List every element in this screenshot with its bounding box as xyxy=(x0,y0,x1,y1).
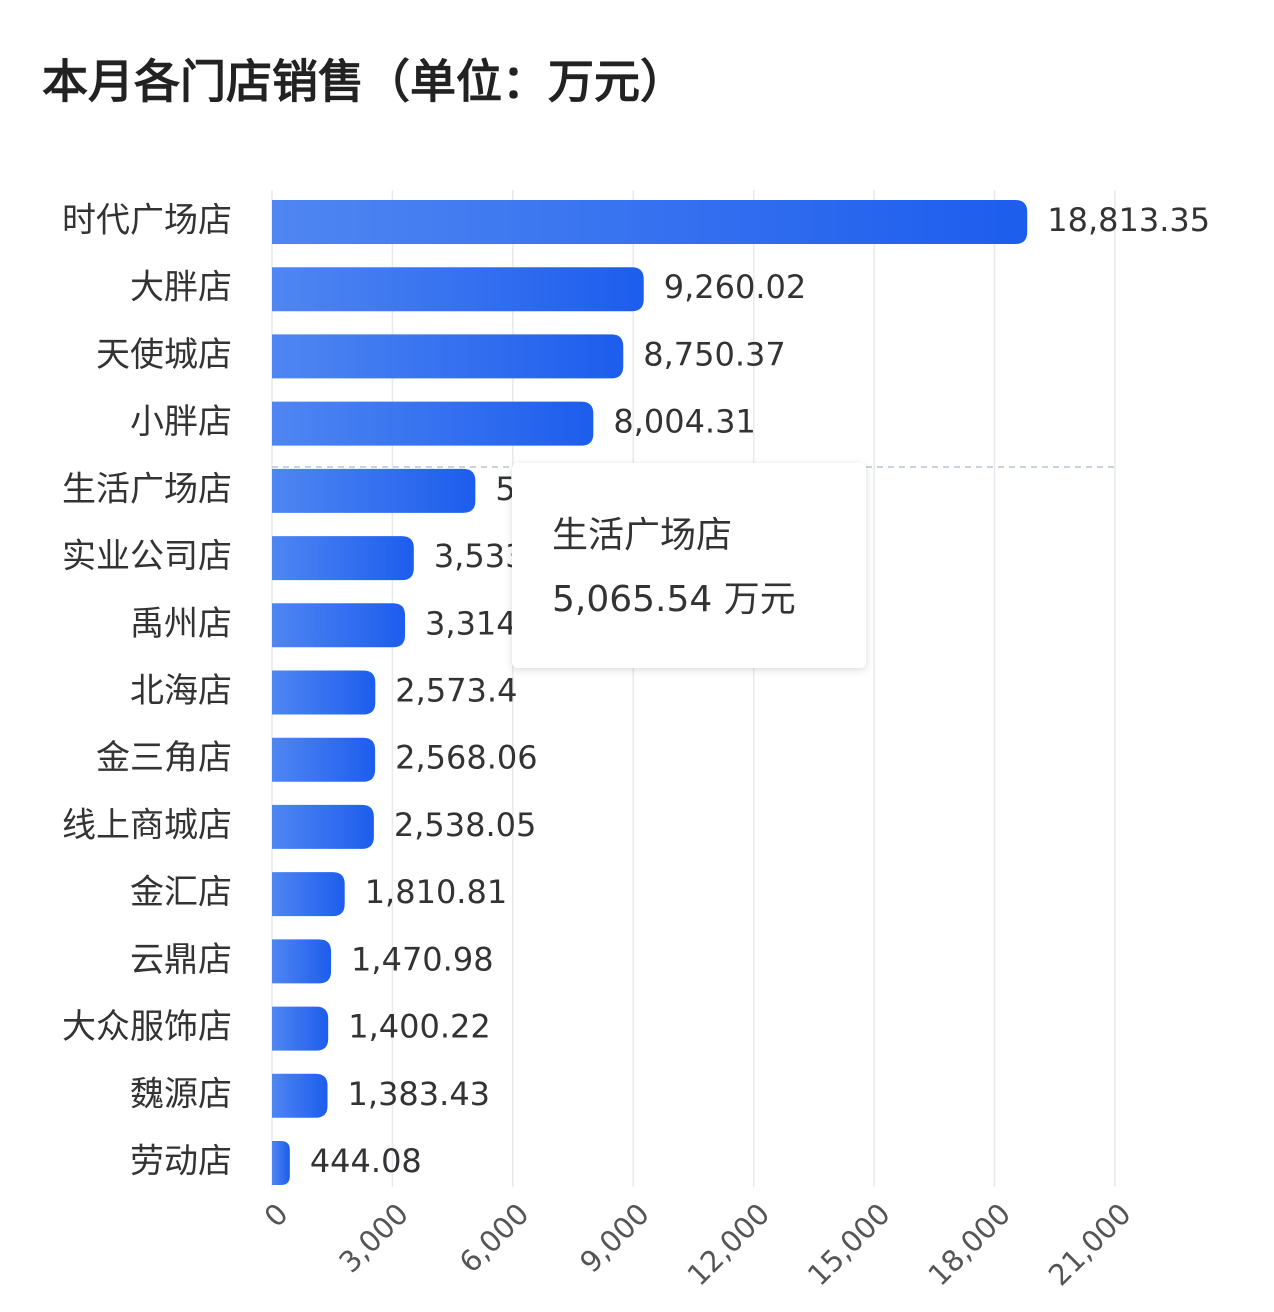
y-tick-label: 劳动店 xyxy=(130,1142,232,1182)
y-tick-label: 时代广场店 xyxy=(62,201,232,241)
y-tick-label: 大众服饰店 xyxy=(62,1007,232,1047)
y-tick-label: 天使城店 xyxy=(96,335,232,375)
bar xyxy=(272,267,644,312)
data-label: 2,568.06 xyxy=(395,739,537,777)
data-label: 1,470.98 xyxy=(351,940,494,978)
x-tick-label: 12,000 xyxy=(681,1197,777,1293)
x-tick-label: 3,000 xyxy=(332,1197,415,1280)
y-tick-label: 金三角店 xyxy=(96,738,232,778)
bar xyxy=(272,872,345,917)
data-label: 1,400.22 xyxy=(348,1008,491,1046)
bar xyxy=(272,939,332,984)
chart-title: 本月各门店销售（单位：万元） xyxy=(42,55,686,109)
y-tick-label: 魏源店 xyxy=(130,1074,232,1114)
bar xyxy=(272,603,406,648)
data-label: 1,383.43 xyxy=(348,1075,491,1113)
y-tick-label: 云鼎店 xyxy=(130,940,232,980)
data-label: 2,573.4 xyxy=(395,672,517,710)
data-label: 8,750.37 xyxy=(643,335,786,373)
x-tick-label: 0 xyxy=(258,1197,295,1234)
x-tick-label: 21,000 xyxy=(1042,1197,1138,1293)
y-tick-label: 北海店 xyxy=(130,671,232,711)
data-label: 3,314 xyxy=(425,604,517,642)
data-label: 444.08 xyxy=(310,1142,422,1180)
x-tick-label: 6,000 xyxy=(453,1197,536,1280)
tooltip-number: 5,065.54 xyxy=(552,579,712,620)
y-tick-label: 小胖店 xyxy=(130,402,232,442)
x-tick-label: 15,000 xyxy=(801,1197,897,1293)
bar xyxy=(272,670,376,715)
y-tick-label: 生活广场店 xyxy=(62,469,232,509)
y-tick-label: 线上商城店 xyxy=(62,805,232,845)
bar xyxy=(272,536,414,581)
y-tick-label: 禹州店 xyxy=(130,604,232,644)
bar xyxy=(272,1006,329,1051)
bar xyxy=(272,401,594,446)
tooltip-box xyxy=(512,463,866,668)
data-label: 3,533 xyxy=(434,537,526,575)
x-tick-label: 18,000 xyxy=(921,1197,1017,1293)
plot: 0 3,000 6,000 9,000 12,000 15,000 18,000 21,000… xyxy=(62,190,1210,1292)
y-tick-label: 实业公司店 xyxy=(62,537,232,577)
tooltip-unit: 万元 xyxy=(724,579,796,620)
tooltip-value: 5,065.54 万元 xyxy=(552,579,796,620)
data-label: 8,004.31 xyxy=(613,403,756,441)
bar xyxy=(272,1073,328,1118)
bar xyxy=(272,334,624,379)
y-tick-label: 金汇店 xyxy=(130,873,232,913)
tooltip-title: 生活广场店 xyxy=(552,515,732,556)
data-label: 9,260.02 xyxy=(664,268,807,306)
x-tick-label: 9,000 xyxy=(573,1197,656,1280)
data-label: 18,813.35 xyxy=(1047,201,1210,239)
data-label: 2,538.05 xyxy=(394,806,537,844)
bar xyxy=(272,737,376,782)
bar xyxy=(272,200,1028,244)
y-tick-label: 大胖店 xyxy=(130,268,232,308)
bar xyxy=(272,468,476,513)
tooltip: 生活广场店 5,065.54 万元 xyxy=(512,463,866,668)
data-label: 1,810.81 xyxy=(365,873,508,911)
bar xyxy=(272,804,374,849)
bar xyxy=(272,1141,290,1185)
